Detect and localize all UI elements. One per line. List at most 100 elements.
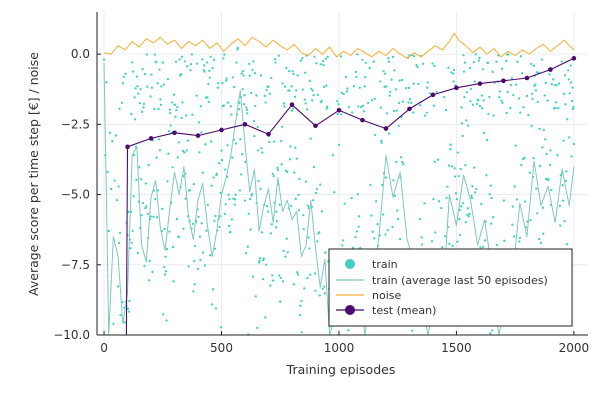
train-point	[538, 164, 542, 168]
legend-train-label: train	[372, 258, 398, 271]
train-point	[134, 87, 137, 90]
train-point	[532, 157, 535, 160]
x-tick-label: 1000	[324, 341, 355, 355]
train-point	[299, 59, 303, 62]
train-point	[325, 84, 328, 87]
train-point	[311, 199, 315, 202]
train-point	[320, 99, 323, 103]
train-point	[518, 236, 522, 240]
train-point	[131, 61, 134, 64]
train-point	[139, 88, 142, 91]
train-point	[447, 164, 451, 167]
train-point	[144, 182, 148, 185]
train-point	[218, 162, 221, 165]
train-point	[209, 254, 212, 257]
train-point	[345, 90, 349, 93]
train-point	[165, 247, 169, 251]
train-point	[513, 185, 516, 188]
train-point	[253, 72, 257, 75]
train-point	[382, 70, 385, 73]
train-point	[453, 167, 456, 170]
train-point	[213, 219, 216, 222]
train-point	[166, 77, 170, 81]
train-point	[140, 110, 144, 114]
train-point	[398, 237, 402, 241]
train-point	[469, 87, 473, 91]
train-point	[354, 70, 358, 74]
train-point	[370, 99, 374, 102]
train-average-line	[103, 62, 575, 336]
train-point	[350, 197, 353, 200]
train-point	[228, 197, 231, 201]
train-point	[111, 140, 114, 143]
train-point	[528, 171, 531, 174]
train-point	[294, 146, 297, 149]
train-point	[490, 196, 493, 200]
train-point	[227, 193, 230, 196]
train-point	[144, 207, 147, 210]
train-point	[321, 287, 324, 290]
train-point	[202, 251, 205, 254]
train-point	[180, 55, 184, 58]
train-point	[271, 172, 274, 175]
train-point	[201, 58, 204, 61]
train-point	[446, 185, 449, 188]
train-point	[133, 118, 137, 121]
train-point	[569, 64, 572, 67]
train-point	[172, 280, 175, 283]
train-point	[187, 265, 190, 268]
train-point	[191, 113, 194, 116]
train-point	[222, 57, 225, 60]
train-point	[457, 174, 460, 178]
train-point	[264, 101, 267, 104]
train-point	[548, 73, 551, 76]
train-point	[392, 109, 396, 113]
train-point	[286, 170, 289, 174]
train-point	[395, 160, 398, 164]
test-point	[125, 144, 130, 150]
train-point	[256, 326, 259, 329]
train-point	[102, 58, 106, 61]
train-point	[336, 112, 339, 116]
train-point	[433, 64, 436, 68]
train-point	[279, 300, 282, 303]
train-point	[183, 151, 186, 154]
train-point	[523, 156, 526, 159]
train-point	[220, 158, 224, 162]
train-point	[502, 199, 506, 202]
train-point	[309, 137, 312, 140]
train-point	[290, 109, 294, 112]
train-point	[255, 94, 258, 97]
train-point	[513, 235, 516, 238]
train-point	[158, 149, 162, 152]
train-point	[303, 98, 306, 101]
test-point	[313, 123, 318, 129]
train-point	[530, 92, 534, 95]
train-point	[159, 103, 163, 106]
train-point	[295, 89, 298, 92]
train-point	[456, 151, 459, 154]
train-point	[432, 197, 435, 201]
train-point	[160, 85, 163, 88]
train-point	[483, 239, 487, 242]
train-point	[391, 225, 394, 229]
train-point	[325, 107, 328, 110]
train-point	[280, 140, 283, 143]
train-point	[514, 144, 517, 147]
y-tick-label: −2.5	[61, 117, 90, 131]
train-point	[141, 68, 144, 71]
train-point	[296, 74, 299, 77]
train-point	[140, 214, 143, 217]
train-point	[180, 116, 183, 120]
train-point	[352, 85, 356, 88]
train-point	[179, 73, 183, 76]
train-point	[292, 283, 296, 286]
train-point	[244, 252, 248, 255]
train-point	[121, 82, 124, 85]
train-point	[193, 259, 196, 263]
train-point	[283, 105, 286, 108]
train-point	[174, 115, 177, 118]
train-point	[235, 61, 238, 64]
train-point	[364, 61, 367, 65]
train-point	[480, 94, 483, 97]
